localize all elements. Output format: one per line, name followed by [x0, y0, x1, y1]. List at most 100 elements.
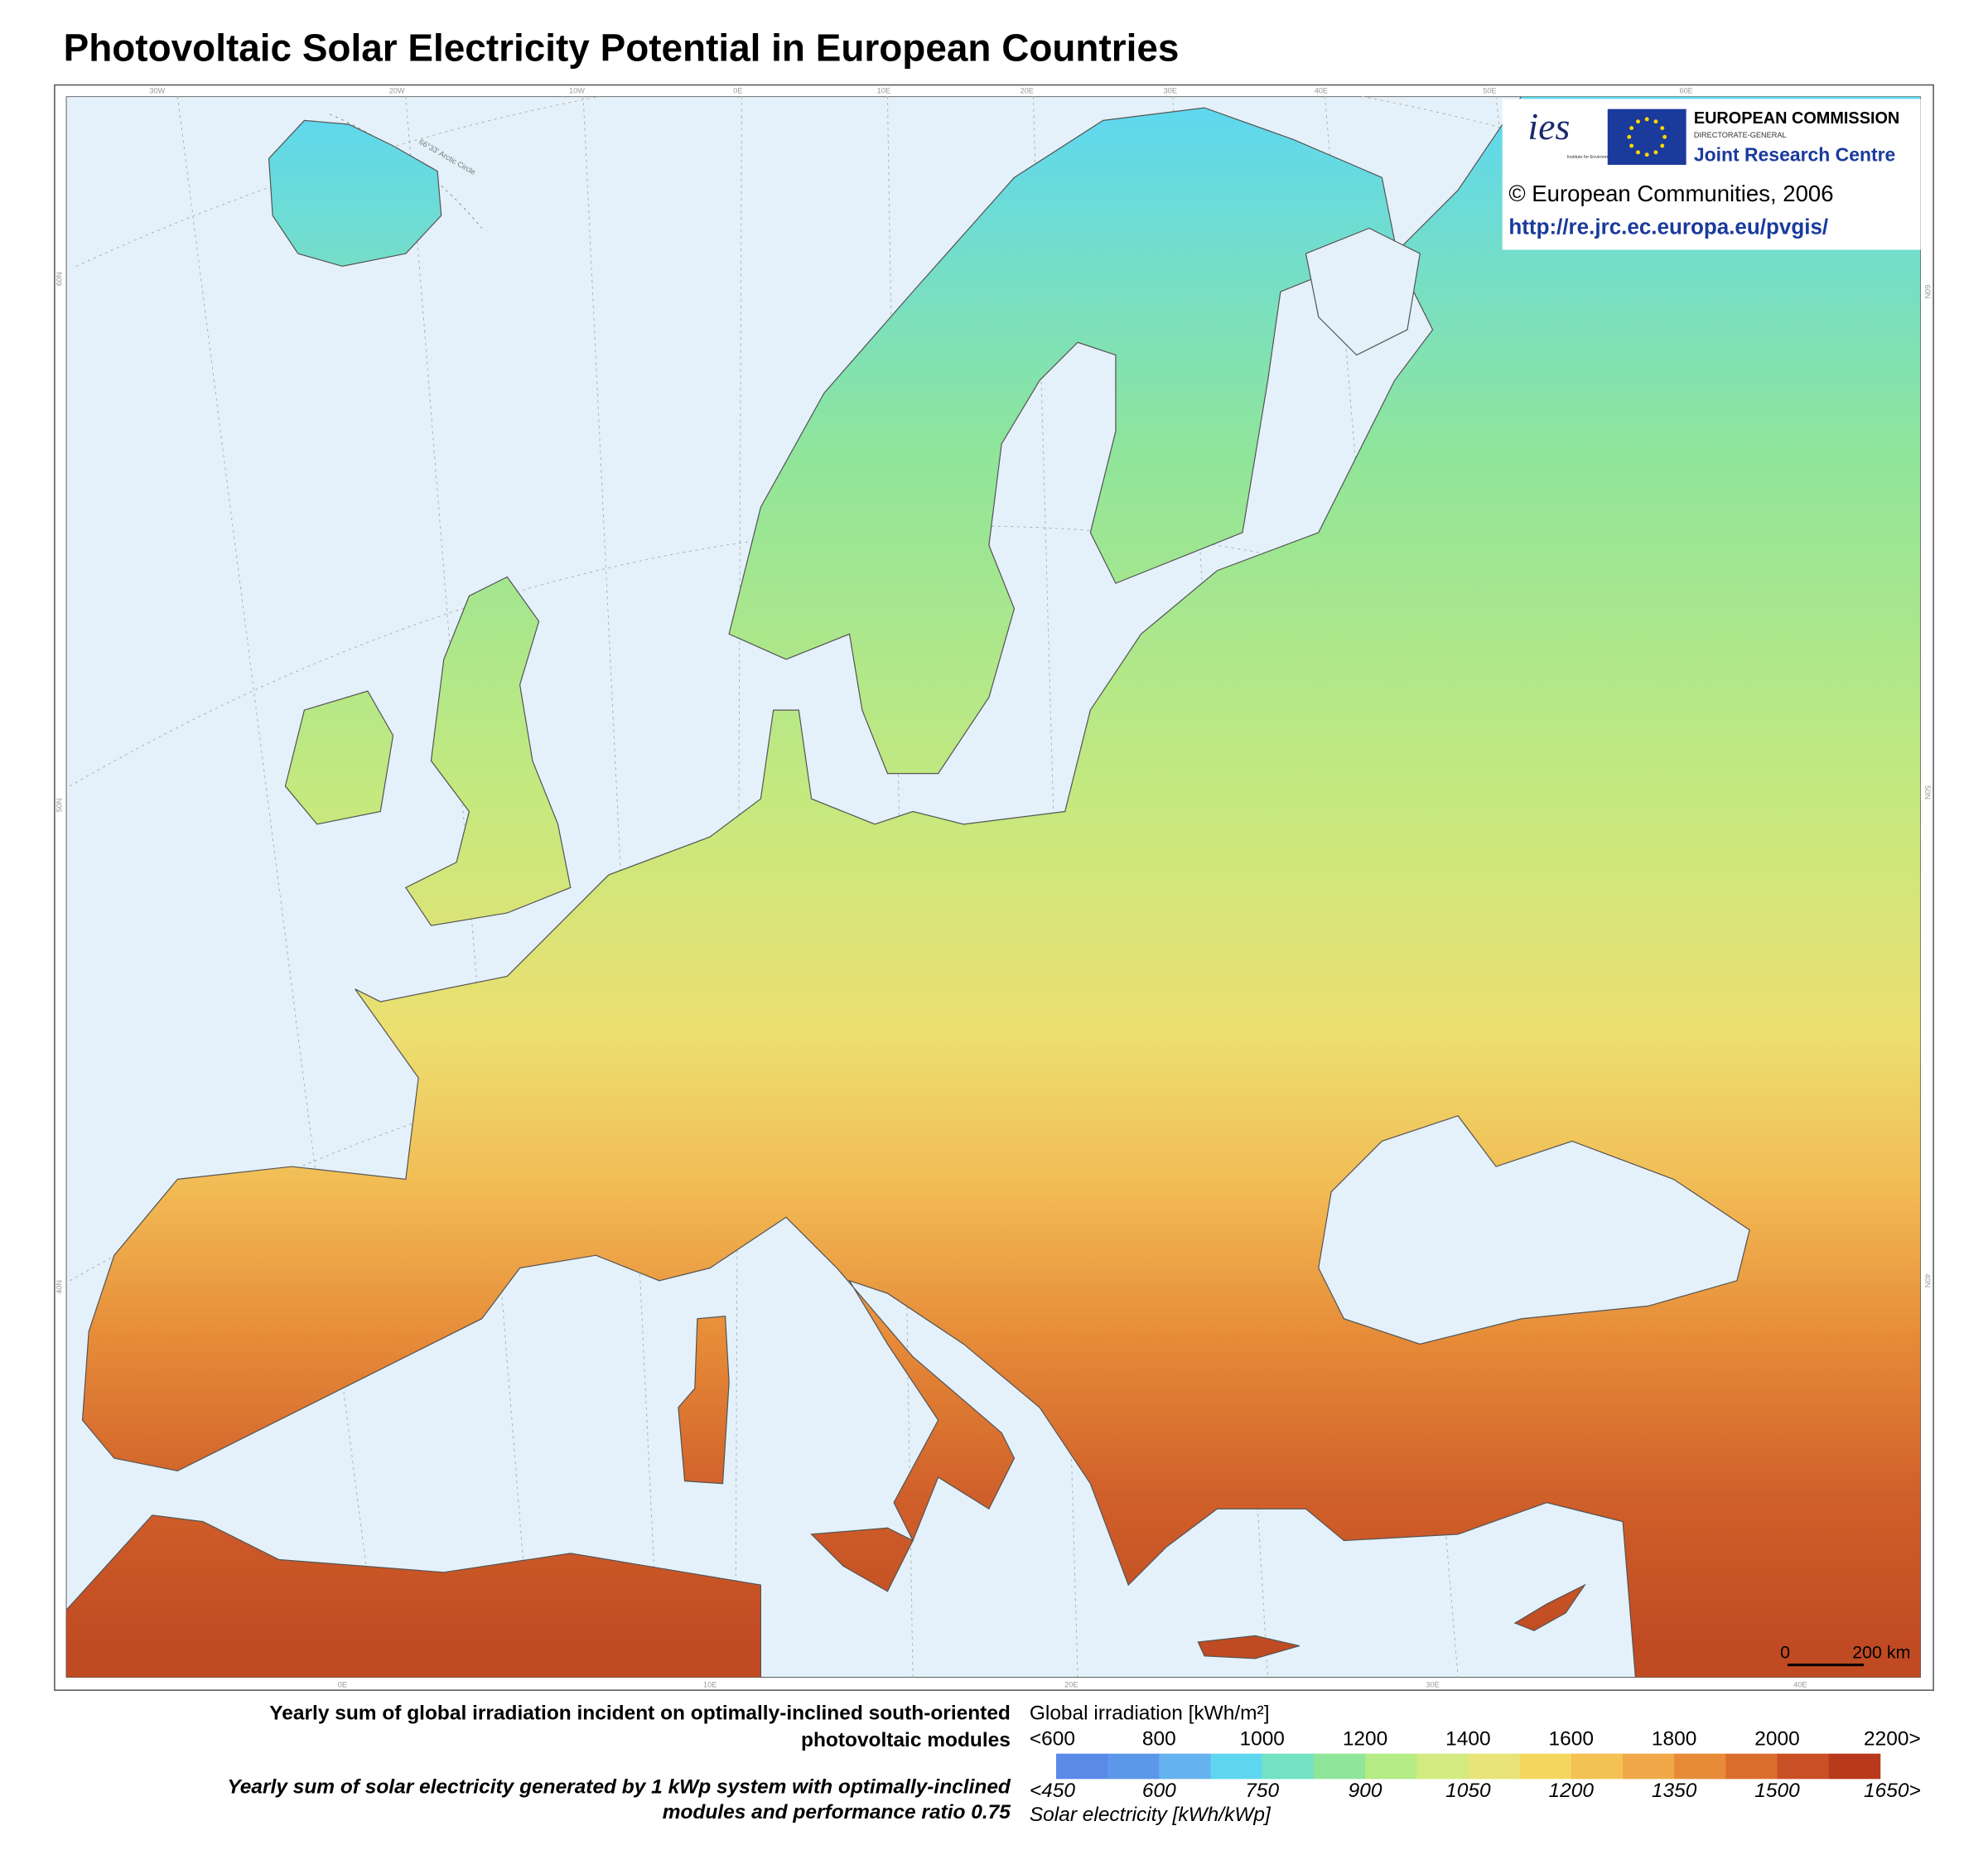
graticule-label: 20W — [389, 87, 405, 95]
great-britain — [404, 576, 572, 926]
legend-label: 2200> — [1864, 1727, 1921, 1750]
graticule-label: 40N — [1923, 1273, 1932, 1287]
url[interactable]: http://re.jrc.ec.europa.eu/pvgis/ — [1508, 214, 1828, 239]
black-sea — [1318, 1115, 1750, 1345]
directorate: DIRECTORATE-GENERAL — [1694, 131, 1787, 139]
caption-bottom: Yearly sum of solar electricity generate… — [227, 1775, 1011, 1798]
eu-star — [1660, 143, 1665, 148]
legend-swatch — [1313, 1753, 1366, 1780]
graticule-label: 60N — [1923, 285, 1932, 299]
legend-swatch — [1210, 1753, 1263, 1780]
legend-label: 1400 — [1445, 1727, 1490, 1750]
north-africa — [65, 1514, 762, 1678]
legend-label: 1050 — [1445, 1780, 1491, 1802]
legend-label: 750 — [1245, 1780, 1279, 1802]
graticule-label: 30E — [1164, 87, 1177, 95]
graticule-label: 60E — [1679, 87, 1692, 95]
scandinavia — [728, 107, 1396, 775]
legend-label: 1800 — [1652, 1727, 1696, 1750]
legend-swatch — [1416, 1753, 1469, 1780]
legend-bottom-title: Solar electricity [kWh/kWp] — [1030, 1804, 1271, 1826]
legend-swatch — [1107, 1753, 1160, 1780]
eu-star — [1644, 117, 1649, 122]
graticule-label: 50N — [55, 798, 63, 812]
legend-swatch — [1622, 1753, 1675, 1780]
legend-label: <600 — [1030, 1727, 1075, 1750]
map: ies Institute for Environment and Sustai… — [65, 96, 1921, 1678]
logo-box — [1502, 99, 1921, 250]
eu-star — [1644, 152, 1649, 157]
caption-bottom: modules and performance ratio 0.75 — [663, 1801, 1011, 1823]
eu-star — [1627, 134, 1632, 139]
eu-star — [1653, 150, 1658, 155]
legend-label: <450 — [1030, 1780, 1076, 1802]
graticule-label: 50E — [1483, 87, 1496, 95]
graticule-label: 10W — [569, 87, 585, 95]
legend-top-title: Global irradiation [kWh/m²] — [1030, 1703, 1270, 1725]
graticule-labels: 30W 20W 10W 0E 10E 20E 30E 40E 50E 60E 0E 10E 20E 30E… — [55, 87, 1932, 1689]
legend-label: 1500 — [1754, 1780, 1800, 1802]
legend-label: 600 — [1142, 1780, 1176, 1802]
commission: EUROPEAN COMMISSION — [1694, 109, 1899, 128]
scale-label: 200 km — [1852, 1642, 1910, 1662]
ireland — [284, 690, 394, 825]
graticule-label: 20E — [1064, 1680, 1078, 1688]
legend-label: 1200 — [1549, 1780, 1595, 1802]
legend-swatch — [1828, 1753, 1881, 1780]
legend: <600 800 1000 1200 1400 1600 1800 2000 2200> <450… — [1030, 1727, 1921, 1802]
legend-swatch — [1159, 1753, 1211, 1780]
scale-zero: 0 — [1780, 1642, 1790, 1662]
jrc: Joint Research Centre — [1694, 143, 1895, 165]
legend-swatch — [1519, 1753, 1572, 1780]
corsica-sardinia — [678, 1315, 730, 1485]
eu-star — [1629, 126, 1634, 131]
graticule-label: 60N — [55, 272, 63, 286]
eu-star — [1653, 119, 1658, 124]
iceland — [268, 119, 442, 268]
legend-swatch — [1055, 1753, 1108, 1780]
legend-swatch — [1725, 1753, 1778, 1780]
eu-star — [1636, 150, 1640, 155]
eu-star — [1660, 126, 1665, 131]
legend-label: 1200 — [1343, 1727, 1387, 1750]
legend-swatch — [1365, 1753, 1417, 1780]
graticule-label: 40N — [55, 1280, 63, 1294]
graticule-label: 0E — [733, 87, 742, 95]
legend-label: 800 — [1142, 1727, 1176, 1750]
graticule-label: 40E — [1315, 87, 1328, 95]
graticule-label: 50N — [1923, 785, 1932, 799]
sicily — [810, 1527, 914, 1592]
legend-label: 1000 — [1239, 1727, 1284, 1750]
caption-top: photovoltaic modules — [801, 1729, 1011, 1751]
eu-star — [1662, 134, 1667, 139]
legend-label: 1600 — [1549, 1727, 1594, 1750]
graticule-label: 10E — [877, 87, 890, 95]
eu-stars — [1627, 117, 1667, 157]
eu-star — [1629, 143, 1634, 148]
graticule-label: 10E — [703, 1680, 717, 1688]
eu-star — [1636, 119, 1640, 124]
legend-swatch — [1571, 1753, 1624, 1780]
legend-label: 2000 — [1754, 1727, 1799, 1750]
legend-swatch — [1777, 1753, 1830, 1780]
legend-swatch — [1674, 1753, 1726, 1780]
legend-label: 1350 — [1652, 1780, 1697, 1802]
graticule-label: 40E — [1793, 1680, 1807, 1688]
graticule-label: 30W — [149, 87, 165, 95]
legend-captions: Yearly sum of global irradiation inciden… — [227, 1703, 1011, 1823]
title: Photovoltaic Solar Electricity Potential… — [64, 26, 1180, 69]
caption-top: Yearly sum of global irradiation inciden… — [269, 1703, 1011, 1725]
crete — [1197, 1635, 1300, 1659]
white-sea — [1305, 227, 1421, 356]
cyprus — [1513, 1583, 1587, 1631]
ies-logo: ies — [1527, 105, 1570, 147]
graticule-label: 20E — [1021, 87, 1034, 95]
legend-label: 1650> — [1864, 1780, 1921, 1802]
legend-swatch — [1468, 1753, 1521, 1780]
graticule-label: 0E — [338, 1680, 347, 1688]
copyright: © European Communities, 2006 — [1508, 181, 1833, 206]
legend-swatch — [1262, 1753, 1315, 1780]
legend-label: 900 — [1349, 1780, 1382, 1802]
